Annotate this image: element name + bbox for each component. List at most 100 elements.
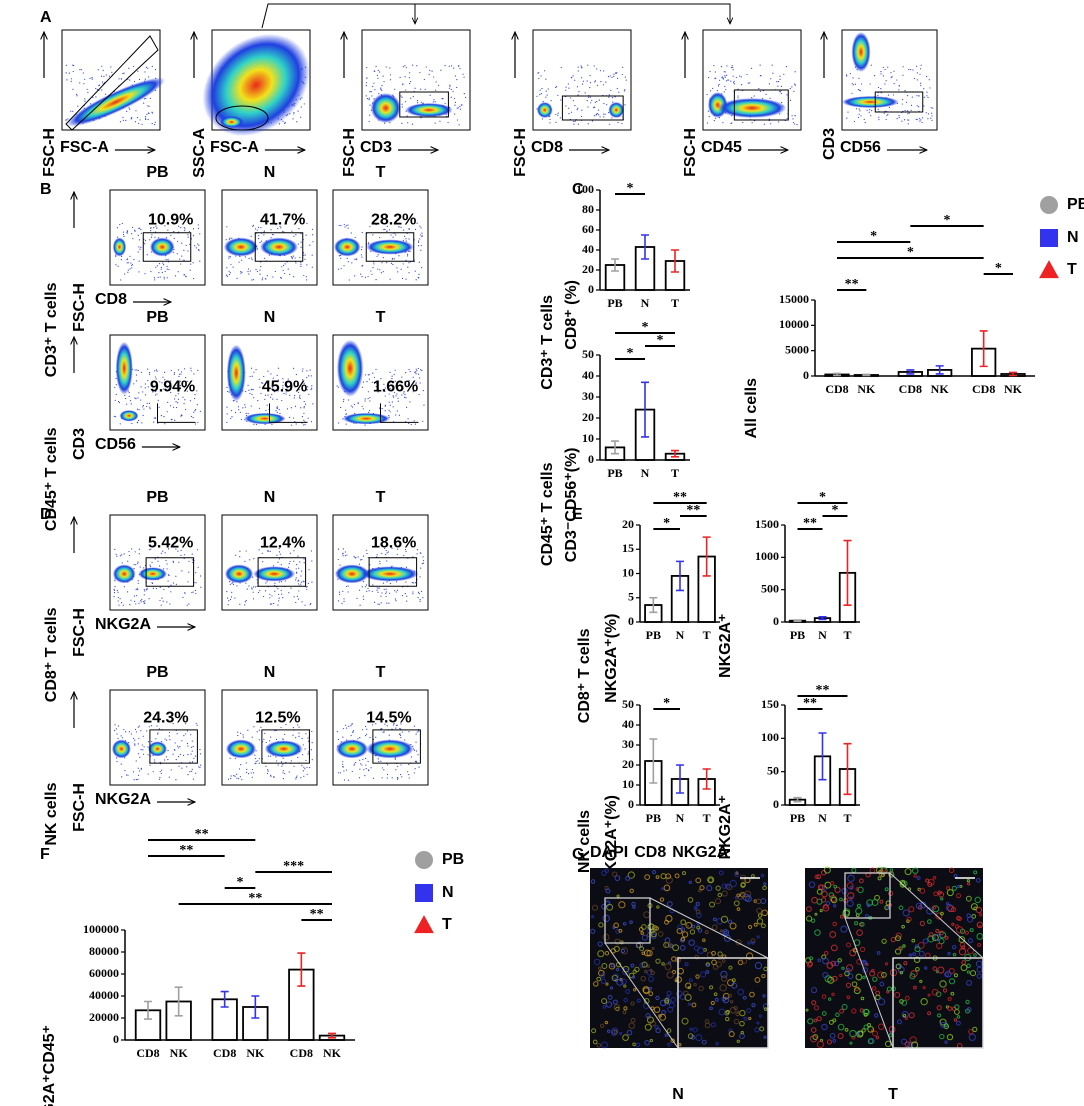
- flow-event: [163, 278, 165, 280]
- flow-event: [300, 106, 302, 108]
- stained-cell: [968, 1029, 974, 1035]
- flow-event: [136, 422, 138, 424]
- flow-event: [152, 391, 154, 393]
- flow-event: [444, 102, 446, 105]
- stained-cell: [625, 989, 631, 994]
- stained-cell: [954, 1004, 960, 1010]
- error-bar: [220, 990, 229, 1008]
- flow-event: [404, 381, 406, 383]
- flow-event: [225, 239, 227, 241]
- flow-event: [182, 596, 184, 599]
- flow-event: [375, 368, 377, 371]
- flow-event: [166, 277, 168, 279]
- flow-event: [255, 762, 257, 765]
- stained-cell: [932, 875, 937, 880]
- flow-event: [166, 568, 168, 570]
- flow-event: [276, 406, 279, 408]
- flow-event: [192, 228, 195, 230]
- flow-event: [253, 371, 255, 373]
- flow-event: [262, 382, 264, 384]
- flow-event: [191, 750, 193, 752]
- stained-cell: [844, 970, 850, 977]
- flow-event: [377, 603, 379, 605]
- flow-event: [274, 590, 276, 592]
- significance-label: *: [907, 245, 914, 260]
- flow-event: [170, 380, 172, 382]
- stained-cell: [761, 973, 766, 979]
- flow-event: [731, 65, 733, 67]
- flow-event: [229, 272, 231, 274]
- flow-event: [388, 414, 390, 417]
- stained-cell: [908, 906, 915, 913]
- flow-event: [177, 393, 179, 395]
- flow-event: [267, 770, 269, 772]
- flow-event: [192, 591, 194, 593]
- flow-event: [125, 119, 127, 122]
- x-tick-label: T: [671, 466, 679, 480]
- flow-event: [337, 600, 340, 602]
- stained-cell: [680, 919, 687, 926]
- flow-event: [625, 79, 627, 81]
- flow-event: [251, 279, 253, 281]
- stained-cell: [736, 907, 741, 911]
- flow-event: [863, 118, 865, 120]
- flow-event: [396, 765, 399, 768]
- flow-event: [149, 764, 151, 766]
- flow-event: [896, 117, 898, 120]
- flow-event: [105, 74, 107, 76]
- stained-cell: [881, 972, 887, 978]
- flow-event: [292, 734, 294, 736]
- flow-event: [149, 227, 152, 229]
- flow-event: [347, 224, 349, 226]
- flow-event: [184, 592, 186, 594]
- flow-event: [191, 740, 193, 742]
- flow-event: [871, 110, 873, 112]
- axis-label: FSC-H: [682, 128, 699, 177]
- flow-event: [137, 726, 139, 728]
- flow-event: [857, 116, 860, 119]
- flow-event: [847, 111, 849, 113]
- flow-event: [139, 248, 141, 250]
- flow-event: [898, 89, 900, 91]
- flow-event: [301, 570, 303, 572]
- flow-event: [114, 548, 116, 551]
- flow-event: [857, 88, 860, 91]
- flow-event: [898, 114, 900, 117]
- stained-cell: [935, 928, 940, 934]
- stained-cell: [602, 914, 610, 923]
- flow-event: [342, 736, 344, 738]
- zoom-box: [844, 872, 891, 919]
- flow-event: [300, 263, 302, 265]
- flow-event: [361, 764, 363, 766]
- flow-event: [257, 760, 259, 762]
- error-bar: [649, 738, 658, 784]
- flow-event: [713, 120, 715, 122]
- flow-event: [404, 739, 406, 741]
- flow-event: [404, 548, 407, 551]
- flow-event: [192, 745, 194, 748]
- flow-event: [144, 239, 147, 242]
- flow-event: [256, 731, 258, 733]
- flow-event: [596, 68, 598, 70]
- flow-event: [269, 740, 271, 742]
- flow-event: [859, 110, 861, 112]
- flow-event: [276, 407, 278, 410]
- flow-event: [714, 71, 716, 73]
- stained-cell: [866, 903, 871, 908]
- flow-event: [254, 586, 257, 588]
- flow-event: [168, 731, 170, 734]
- flow-event: [540, 93, 543, 95]
- flow-event: [166, 411, 168, 413]
- stained-cell: [659, 1013, 667, 1021]
- flow-event: [244, 406, 247, 408]
- stained-cell: [724, 883, 730, 889]
- flow-event: [891, 76, 893, 78]
- flow-event: [228, 238, 230, 240]
- flow-event: [173, 749, 176, 751]
- flow-event: [927, 118, 929, 120]
- axis-label: NKG2A⁺(%): [603, 614, 620, 703]
- stained-cell: [849, 885, 854, 890]
- stained-cell: [612, 999, 618, 1005]
- flow-event: [257, 226, 260, 228]
- flow-event: [147, 67, 149, 69]
